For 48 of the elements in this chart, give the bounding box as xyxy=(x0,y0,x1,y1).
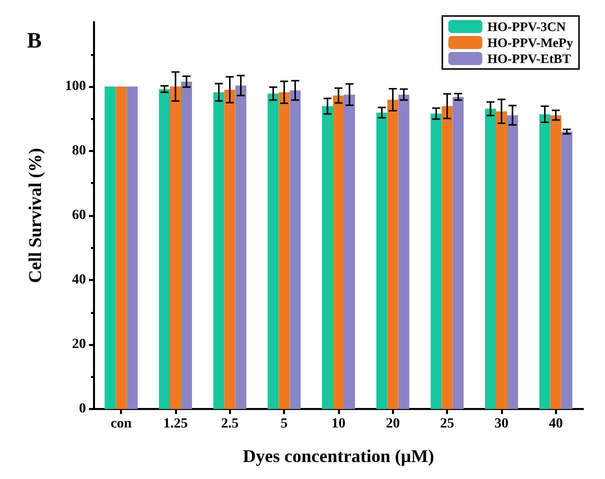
bar xyxy=(496,111,507,409)
bar xyxy=(235,86,246,409)
bar xyxy=(333,96,344,409)
x-tick-label: 20 xyxy=(386,416,400,432)
legend-label: HO-PPV-MePy xyxy=(487,35,574,50)
bar xyxy=(126,86,138,409)
x-tick-label: 40 xyxy=(548,416,563,432)
bar xyxy=(442,106,453,409)
bar xyxy=(550,115,562,409)
bar xyxy=(430,114,442,409)
x-tick-label: con xyxy=(110,416,132,432)
bar xyxy=(452,96,464,409)
chart-title: B xyxy=(27,28,42,52)
bar xyxy=(104,86,116,409)
bar xyxy=(376,112,388,409)
bar xyxy=(159,89,170,409)
x-tick-label: 10 xyxy=(332,416,346,432)
bar xyxy=(278,92,290,409)
bar xyxy=(181,82,192,409)
x-tick-label: 2.5 xyxy=(221,416,239,432)
bar xyxy=(344,94,355,409)
bar xyxy=(170,86,181,409)
x-axis-title: Dyes concentration (μM) xyxy=(242,446,434,466)
x-tick-label: 25 xyxy=(440,416,454,432)
bar xyxy=(539,114,550,409)
bar xyxy=(322,106,333,409)
x-tick-label: 1.25 xyxy=(163,416,188,432)
bar xyxy=(507,115,518,409)
x-tick-label: 5 xyxy=(280,416,288,432)
y-tick-label: 80 xyxy=(72,144,86,158)
y-tick-label: 100 xyxy=(65,79,86,94)
bar xyxy=(116,86,127,409)
y-tick-label: 40 xyxy=(72,272,86,288)
bar xyxy=(290,90,301,409)
bar xyxy=(387,100,398,409)
bar xyxy=(268,94,279,409)
y-tick-label: 0 xyxy=(79,402,86,416)
y-tick-label: 20 xyxy=(72,337,86,352)
bar xyxy=(224,90,236,409)
bar xyxy=(485,108,496,409)
legend-label: HO-PPV-EtBT xyxy=(487,51,572,66)
y-tick-label: 60 xyxy=(72,208,86,223)
x-tick-label: 30 xyxy=(494,416,508,432)
legend-label: HO-PPV-3CN xyxy=(487,19,566,34)
bar xyxy=(398,94,410,409)
bar xyxy=(561,132,572,409)
y-axis-title: Cell Survival (%) xyxy=(25,148,45,283)
bar xyxy=(213,92,224,409)
